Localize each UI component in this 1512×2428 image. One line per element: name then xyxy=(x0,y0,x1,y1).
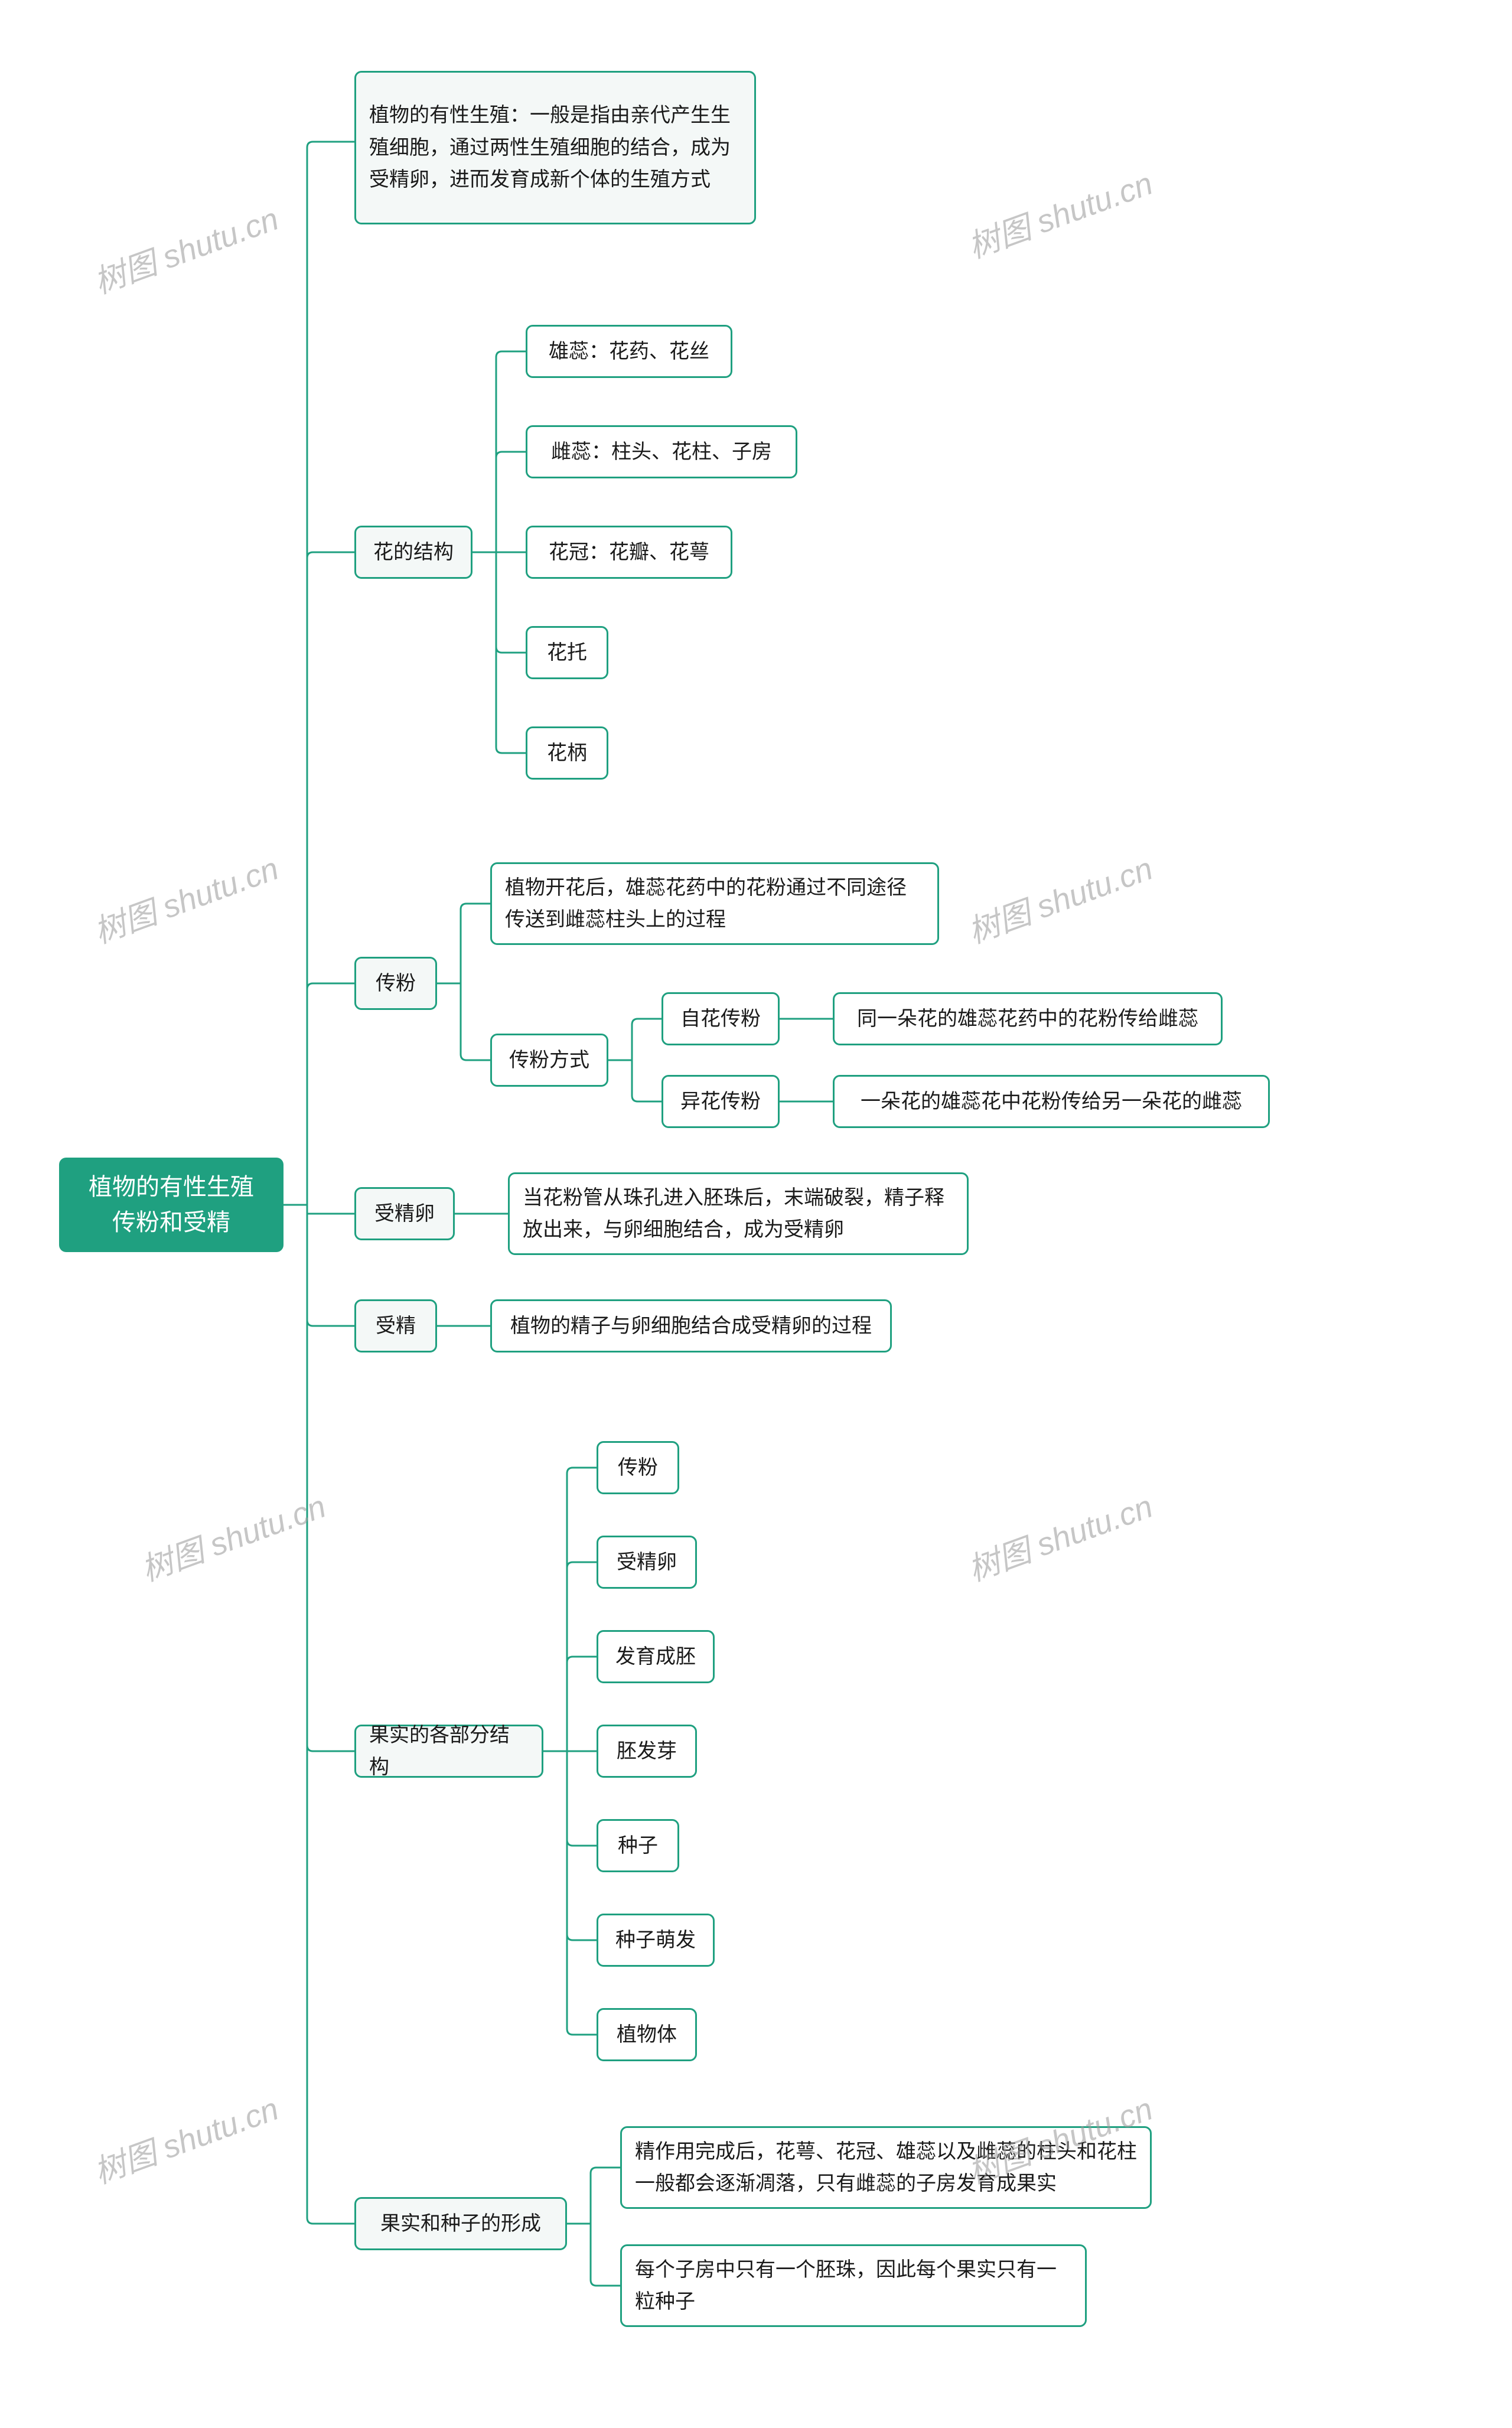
root-line2: 传粉和受精 xyxy=(112,1210,230,1236)
watermark: 树图 shutu.cn xyxy=(133,1480,331,1590)
pollination-method[interactable]: 传粉方式 xyxy=(490,1034,608,1087)
watermark: 树图 shutu.cn xyxy=(86,842,284,952)
cross-pollination-desc-text: 一朵花的雄蕊花中花粉传给另一朵花的雌蕊 xyxy=(861,1086,1242,1117)
fruit-parts-c3[interactable]: 胚发芽 xyxy=(597,1725,697,1778)
watermark: 树图 shutu.cn xyxy=(86,2082,284,2192)
flower-child-3[interactable]: 花托 xyxy=(526,626,608,679)
flower-child-3-text: 花托 xyxy=(547,637,587,669)
flower-label: 花的结构 xyxy=(373,536,454,568)
fruit-seed-label: 果实和种子的形成 xyxy=(380,2208,541,2240)
flower-child-4-text: 花柄 xyxy=(547,737,587,769)
pollination-desc[interactable]: 植物开花后，雄蕊花药中的花粉通过不同途径传送到雌蕊柱头上的过程 xyxy=(490,862,939,945)
zygote-desc-text: 当花粉管从珠孔进入胚珠后，末端破裂，精子释放出来，与卵细胞结合，成为受精卵 xyxy=(523,1182,954,1246)
zygote-label: 受精卵 xyxy=(374,1198,435,1230)
self-pollination-label: 自花传粉 xyxy=(680,1003,761,1035)
fruit-seed-desc2[interactable]: 每个子房中只有一个胚珠，因此每个果实只有一粒种子 xyxy=(620,2244,1087,2327)
self-pollination[interactable]: 自花传粉 xyxy=(662,992,780,1045)
fruit-seed-desc2-text: 每个子房中只有一个胚珠，因此每个果实只有一粒种子 xyxy=(635,2254,1072,2318)
watermark: 树图 shutu.cn xyxy=(960,157,1158,267)
watermark: 树图 shutu.cn xyxy=(960,1480,1158,1590)
definition-node[interactable]: 植物的有性生殖：一般是指由亲代产生生殖细胞，通过两性生殖细胞的结合，成为受精卵，… xyxy=(354,71,756,224)
flower-node[interactable]: 花的结构 xyxy=(354,526,472,579)
flower-child-1[interactable]: 雌蕊：柱头、花柱、子房 xyxy=(526,425,797,478)
fruit-parts-c6-text: 植物体 xyxy=(617,2019,677,2051)
fruit-parts-c5[interactable]: 种子萌发 xyxy=(597,1914,715,1967)
fruit-parts-c1[interactable]: 受精卵 xyxy=(597,1536,697,1589)
root-line1: 植物的有性生殖 xyxy=(89,1174,254,1200)
fruit-parts-c2[interactable]: 发育成胚 xyxy=(597,1630,715,1683)
zygote-desc[interactable]: 当花粉管从珠孔进入胚珠后，末端破裂，精子释放出来，与卵细胞结合，成为受精卵 xyxy=(508,1172,969,1255)
fruit-parts-node[interactable]: 果实的各部分结构 xyxy=(354,1725,543,1778)
fruit-parts-c1-text: 受精卵 xyxy=(617,1546,677,1578)
fruit-parts-c0[interactable]: 传粉 xyxy=(597,1441,679,1494)
fruit-parts-c4-text: 种子 xyxy=(618,1830,658,1862)
fertilization-desc[interactable]: 植物的精子与卵细胞结合成受精卵的过程 xyxy=(490,1299,892,1352)
flower-child-4[interactable]: 花柄 xyxy=(526,726,608,780)
pollination-desc-text: 植物开花后，雄蕊花药中的花粉通过不同途径传送到雌蕊柱头上的过程 xyxy=(505,872,924,936)
fruit-parts-label: 果实的各部分结构 xyxy=(369,1719,529,1784)
self-pollination-desc-text: 同一朵花的雄蕊花药中的花粉传给雌蕊 xyxy=(857,1003,1198,1035)
fruit-parts-c4[interactable]: 种子 xyxy=(597,1819,679,1872)
mindmap-canvas: 植物的有性生殖 传粉和受精 植物的有性生殖：一般是指由亲代产生生殖细胞，通过两性… xyxy=(0,0,1512,2428)
pollination-label: 传粉 xyxy=(376,967,416,999)
root-node[interactable]: 植物的有性生殖 传粉和受精 xyxy=(59,1158,284,1252)
definition-text: 植物的有性生殖：一般是指由亲代产生生殖细胞，通过两性生殖细胞的结合，成为受精卵，… xyxy=(369,99,741,195)
cross-pollination-label: 异花传粉 xyxy=(680,1086,761,1117)
fertilization-label: 受精 xyxy=(376,1310,416,1342)
fertilization-node[interactable]: 受精 xyxy=(354,1299,437,1352)
fertilization-desc-text: 植物的精子与卵细胞结合成受精卵的过程 xyxy=(510,1310,872,1342)
fruit-parts-c6[interactable]: 植物体 xyxy=(597,2008,697,2061)
flower-child-2[interactable]: 花冠：花瓣、花萼 xyxy=(526,526,732,579)
cross-pollination[interactable]: 异花传粉 xyxy=(662,1075,780,1128)
fruit-seed-desc1[interactable]: 精作用完成后，花萼、花冠、雄蕊以及雌蕊的柱头和花柱一般都会逐渐凋落，只有雌蕊的子… xyxy=(620,2126,1152,2209)
pollination-method-label: 传粉方式 xyxy=(509,1044,589,1076)
fruit-seed-desc1-text: 精作用完成后，花萼、花冠、雄蕊以及雌蕊的柱头和花柱一般都会逐渐凋落，只有雌蕊的子… xyxy=(635,2136,1137,2200)
zygote-node[interactable]: 受精卵 xyxy=(354,1187,455,1240)
flower-child-1-text: 雌蕊：柱头、花柱、子房 xyxy=(551,436,772,468)
fruit-parts-c5-text: 种子萌发 xyxy=(615,1924,696,1956)
pollination-node[interactable]: 传粉 xyxy=(354,957,437,1010)
self-pollination-desc[interactable]: 同一朵花的雄蕊花药中的花粉传给雌蕊 xyxy=(833,992,1223,1045)
watermark: 树图 shutu.cn xyxy=(960,842,1158,952)
fruit-parts-c0-text: 传粉 xyxy=(618,1452,658,1484)
fruit-parts-c3-text: 胚发芽 xyxy=(617,1735,677,1767)
fruit-seed-node[interactable]: 果实和种子的形成 xyxy=(354,2197,567,2250)
watermark: 树图 shutu.cn xyxy=(86,193,284,302)
flower-child-2-text: 花冠：花瓣、花萼 xyxy=(549,536,709,568)
flower-child-0-text: 雄蕊：花药、花丝 xyxy=(549,335,709,367)
cross-pollination-desc[interactable]: 一朵花的雄蕊花中花粉传给另一朵花的雌蕊 xyxy=(833,1075,1270,1128)
fruit-parts-c2-text: 发育成胚 xyxy=(615,1641,696,1673)
flower-child-0[interactable]: 雄蕊：花药、花丝 xyxy=(526,325,732,378)
